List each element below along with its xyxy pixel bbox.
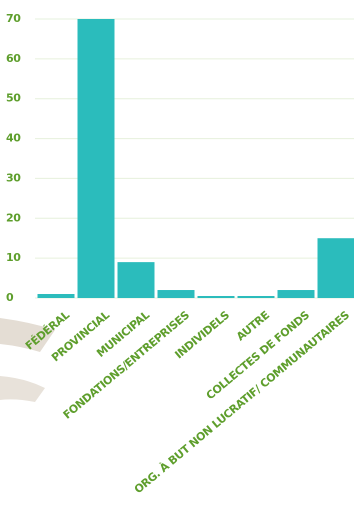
y-tick-label: 40 bbox=[6, 132, 21, 145]
decoration bbox=[0, 318, 55, 352]
y-tick-label: 10 bbox=[6, 251, 21, 264]
bar bbox=[277, 290, 315, 298]
bar bbox=[117, 262, 155, 298]
y-tick-label: 60 bbox=[6, 52, 21, 65]
decoration bbox=[0, 376, 45, 402]
x-tick-label: AUTRE bbox=[234, 309, 272, 344]
bar bbox=[317, 238, 354, 298]
bar bbox=[237, 296, 275, 298]
y-tick-label: 50 bbox=[6, 92, 21, 105]
bar bbox=[37, 294, 75, 298]
bar bbox=[157, 290, 195, 298]
y-tick-label: 30 bbox=[6, 171, 21, 184]
y-tick-label: 20 bbox=[6, 211, 21, 224]
bar bbox=[77, 19, 115, 298]
bar bbox=[197, 296, 235, 298]
y-tick-label: 0 bbox=[6, 291, 14, 304]
y-tick-label: 70 bbox=[6, 12, 21, 25]
